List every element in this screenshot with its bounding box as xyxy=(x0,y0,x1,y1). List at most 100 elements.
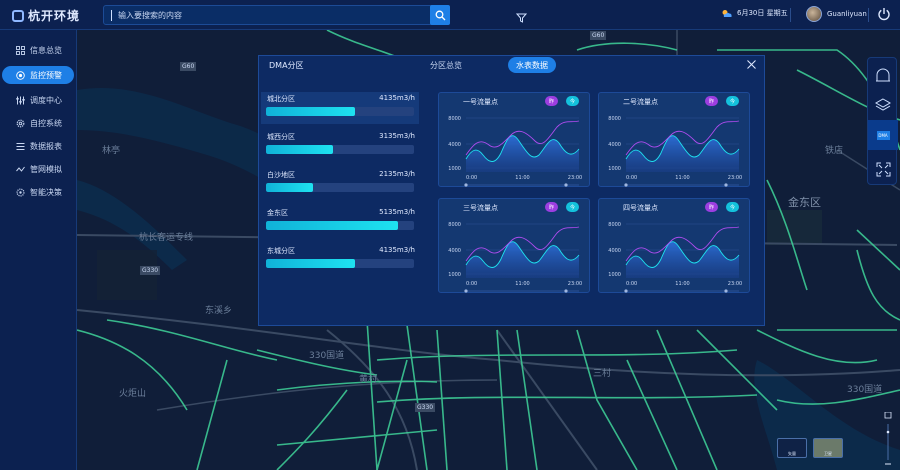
zone-flow-track xyxy=(266,259,414,268)
zoom-control[interactable] xyxy=(883,412,893,468)
yesterday-series-line xyxy=(465,226,580,262)
date-text: 6月30日 星期五 xyxy=(737,9,788,17)
dma-button[interactable]: DMA xyxy=(868,120,898,150)
x-tick-label: 23:00 xyxy=(728,281,742,287)
zone-row[interactable]: 白沙地区 2135m3/h xyxy=(261,168,419,200)
basemap-vector-button[interactable]: 矢量 xyxy=(777,438,807,458)
flow-mini-chart: 8000 4000 1000 0:00 11:00 23:00 xyxy=(608,116,742,187)
x-tick-label: 0:00 xyxy=(466,175,477,181)
time-slider-handle xyxy=(464,289,468,293)
layers-button[interactable] xyxy=(868,90,898,120)
tab-meter-data[interactable]: 水表数据 xyxy=(508,57,556,73)
y-tick-label: 1000 xyxy=(608,166,621,172)
sidebar-item-decision[interactable]: 智能决策 xyxy=(0,183,77,201)
zone-name: 白沙地区 xyxy=(267,171,295,179)
road-shield: G330 xyxy=(415,403,436,412)
basemap-label: 矢量 xyxy=(788,451,796,456)
today-toggle[interactable]: 今 xyxy=(566,96,579,106)
zone-row[interactable]: 城北分区 4135m3/h xyxy=(261,92,419,124)
zone-flow-value: 4135m3/h xyxy=(379,246,415,254)
dma-modal: DMA分区 分区总览 水表数据 城北分区 4135m3/h 城西分区 3135m… xyxy=(258,55,765,326)
sidebar-item-reports[interactable]: 数据报表 xyxy=(0,137,77,155)
flow-point-title: 一号流量点 xyxy=(463,98,498,106)
road-shield: G330 xyxy=(140,266,161,275)
flow-mini-chart: 8000 4000 1000 0:00 11:00 23:00 xyxy=(448,222,582,293)
filter-icon[interactable] xyxy=(516,13,527,23)
zone-flow-bar xyxy=(266,221,398,230)
user-menu[interactable]: Guanliyuan xyxy=(806,6,867,22)
map-label: 东溪乡 xyxy=(205,306,233,316)
zone-flow-list: 城北分区 4135m3/h 城西分区 3135m3/h 白沙地区 2135m3/… xyxy=(261,92,421,272)
zone-flow-track xyxy=(266,183,414,192)
time-slider-handle xyxy=(724,183,728,187)
sidebar-item-overview[interactable]: 信息总览 xyxy=(0,41,77,59)
map-label: 330国道 xyxy=(309,351,345,361)
road-shield: G60 xyxy=(590,31,607,40)
map-label: 火炬山 xyxy=(119,389,147,399)
today-area xyxy=(466,241,579,278)
yesterday-toggle[interactable]: 昨 xyxy=(705,202,718,212)
y-tick-label: 8000 xyxy=(448,222,461,228)
pipe-icon xyxy=(16,165,25,174)
fullscreen-button[interactable] xyxy=(868,154,898,184)
yesterday-toggle[interactable]: 昨 xyxy=(545,96,558,106)
basemap-satellite-button[interactable]: 卫星 xyxy=(813,438,843,458)
zone-name: 城北分区 xyxy=(267,95,295,103)
list-icon xyxy=(16,142,25,151)
y-tick-label: 4000 xyxy=(608,248,621,254)
zone-row[interactable]: 金东区 5135m3/h xyxy=(261,206,419,238)
flow-point-card[interactable]: 8000 4000 1000 0:00 11:00 23:00 三号流量点 昨 今 xyxy=(438,198,590,293)
sidebar-item-label: 数据报表 xyxy=(30,141,62,151)
flow-point-card[interactable]: 8000 4000 1000 0:00 11:00 23:00 二号流量点 昨 今 xyxy=(598,92,750,187)
x-tick-label: 11:00 xyxy=(675,175,689,181)
yesterday-toggle[interactable]: 昨 xyxy=(705,96,718,106)
time-slider-handle xyxy=(624,183,628,187)
zone-flow-bar xyxy=(266,145,333,154)
zone-row[interactable]: 城西分区 3135m3/h xyxy=(261,130,419,162)
today-series-line xyxy=(625,241,740,268)
zone-row[interactable]: 东城分区 4135m3/h xyxy=(261,244,419,276)
zone-flow-value: 2135m3/h xyxy=(379,170,415,178)
close-icon[interactable] xyxy=(746,59,757,70)
map-tool-rail: DMA xyxy=(867,57,898,185)
sidebar-item-dispatch[interactable]: 调度中心 xyxy=(0,91,77,109)
zone-flow-bar xyxy=(266,183,314,192)
y-tick-label: 1000 xyxy=(608,272,621,278)
power-icon[interactable] xyxy=(877,7,891,21)
search-button[interactable] xyxy=(430,5,450,25)
map-label: 铁店 xyxy=(825,146,844,156)
sidebar-item-label: 调度中心 xyxy=(30,95,62,105)
sidebar-item-label: 智能决策 xyxy=(30,187,62,197)
today-toggle[interactable]: 今 xyxy=(726,96,739,106)
yesterday-toggle[interactable]: 昨 xyxy=(545,202,558,212)
tab-zone-overview[interactable]: 分区总览 xyxy=(430,60,462,70)
zone-flow-track xyxy=(266,107,414,116)
today-toggle[interactable]: 今 xyxy=(566,202,579,212)
flow-point-card[interactable]: 8000 4000 1000 0:00 11:00 23:00 一号流量点 昨 今 xyxy=(438,92,590,187)
search-icon xyxy=(435,10,445,20)
sidebar-item-network-sim[interactable]: 管网模拟 xyxy=(0,160,77,178)
zone-flow-bar xyxy=(266,107,355,116)
weather-date: 6月30日 星期五 xyxy=(721,8,788,18)
zone-name: 城西分区 xyxy=(267,133,295,141)
y-tick-label: 4000 xyxy=(608,142,621,148)
today-toggle[interactable]: 今 xyxy=(726,202,739,212)
sidebar-item-control[interactable]: 自控系统 xyxy=(0,114,77,132)
x-tick-label: 23:00 xyxy=(568,175,582,181)
road-shield: G60 xyxy=(180,62,197,71)
time-slider-handle xyxy=(464,183,468,187)
flow-point-title: 四号流量点 xyxy=(623,204,658,212)
map-label: 三村 xyxy=(593,369,612,379)
x-tick-label: 0:00 xyxy=(466,281,477,287)
alarm-button[interactable] xyxy=(868,60,898,90)
sidebar-item-monitoring[interactable]: 监控预警 xyxy=(2,66,74,84)
search-input[interactable] xyxy=(118,6,408,24)
layers-icon xyxy=(875,98,891,111)
app-logo[interactable]: 杭开环境 xyxy=(12,7,80,24)
zone-flow-value: 3135m3/h xyxy=(379,132,415,140)
today-series-line xyxy=(625,135,740,162)
flow-point-card[interactable]: 8000 4000 1000 0:00 11:00 23:00 四号流量点 昨 今 xyxy=(598,198,750,293)
modal-title: DMA分区 xyxy=(269,61,304,70)
map-label: 杭长客运专线 xyxy=(139,233,194,243)
username: Guanliyuan xyxy=(827,10,867,18)
